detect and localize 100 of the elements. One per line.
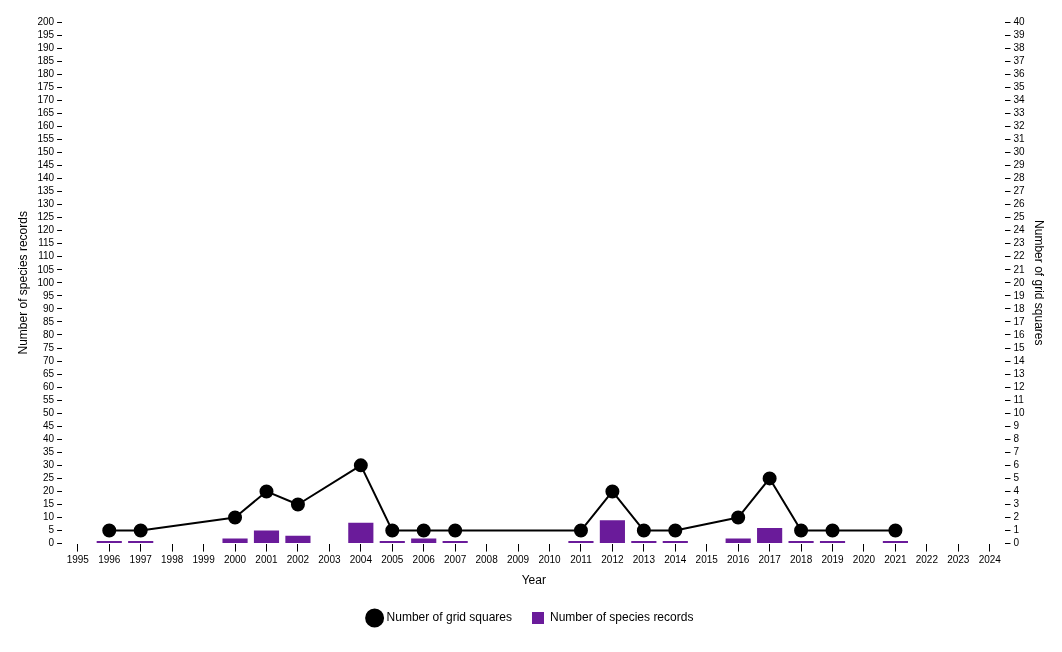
y-tick-label: 145 bbox=[37, 159, 55, 171]
x-tick-label: 2004 bbox=[349, 554, 373, 566]
y2-tick-label: 38 bbox=[1013, 41, 1026, 53]
x-tick-label: 2003 bbox=[318, 554, 341, 566]
y2-tick-label: 7 bbox=[1013, 446, 1020, 458]
y-tick-label: 30 bbox=[42, 459, 55, 471]
point bbox=[353, 458, 368, 473]
x-tick-label: 2024 bbox=[978, 554, 1002, 566]
y-tick-label: 50 bbox=[42, 406, 55, 418]
y2-tick-label: 22 bbox=[1013, 250, 1026, 262]
y2-tick-label: 29 bbox=[1013, 159, 1026, 171]
y2-tick-label: 40 bbox=[1013, 15, 1026, 27]
x-axis-title: Year bbox=[521, 573, 546, 588]
point bbox=[385, 523, 400, 538]
y2-tick-label: 9 bbox=[1013, 419, 1020, 431]
x-tick-label: 2009 bbox=[506, 554, 530, 566]
y2-tick-label: 12 bbox=[1013, 380, 1026, 392]
y2-tick-label: 4 bbox=[1013, 485, 1020, 497]
y-tick-label: 100 bbox=[37, 276, 55, 288]
x-tick-label: 2019 bbox=[821, 554, 845, 566]
y-tick-label: 70 bbox=[42, 354, 55, 366]
y-tick-label: 90 bbox=[42, 302, 55, 314]
y-tick-label: 75 bbox=[42, 341, 55, 353]
point bbox=[636, 523, 651, 538]
x-tick-label: 2011 bbox=[570, 554, 593, 566]
y-tick-label: 105 bbox=[37, 263, 55, 275]
y2-tick-label: 34 bbox=[1013, 93, 1026, 105]
y2-tick-label: 30 bbox=[1013, 146, 1026, 158]
x-tick-label: 1999 bbox=[192, 554, 216, 566]
x-tick-label: 1997 bbox=[129, 554, 153, 566]
point bbox=[731, 510, 746, 525]
y-axis-title: Number of species records bbox=[15, 211, 30, 355]
y-tick-label: 190 bbox=[37, 41, 55, 53]
x-tick-label: 2006 bbox=[412, 554, 436, 566]
point bbox=[133, 523, 148, 538]
y-tick-label: 60 bbox=[42, 380, 55, 392]
point bbox=[605, 484, 620, 499]
y2-tick-label: 19 bbox=[1013, 289, 1026, 301]
y-tick-label: 175 bbox=[37, 80, 55, 92]
y2-tick-label: 31 bbox=[1013, 133, 1026, 145]
y-tick-label: 165 bbox=[37, 107, 55, 119]
y-tick-label: 40 bbox=[42, 433, 55, 445]
y-tick-label: 20 bbox=[42, 485, 55, 497]
y-tick-label: 155 bbox=[37, 133, 55, 145]
y2-tick-label: 10 bbox=[1013, 406, 1026, 418]
x-tick-label: 2000 bbox=[223, 554, 247, 566]
x-tick-label: 1996 bbox=[98, 554, 121, 566]
y2-tick-label: 25 bbox=[1013, 211, 1026, 223]
y-tick-label: 185 bbox=[37, 54, 55, 66]
y2-tick-label: 24 bbox=[1013, 224, 1026, 236]
y-tick-label: 0 bbox=[48, 537, 55, 549]
x-tick-label: 2002 bbox=[286, 554, 310, 566]
x-tick-label: 2008 bbox=[475, 554, 499, 566]
y2-tick-label: 18 bbox=[1013, 302, 1026, 314]
x-tick-label: 1995 bbox=[66, 554, 90, 566]
y2-tick-label: 14 bbox=[1013, 354, 1026, 366]
x-tick-label: 2017 bbox=[758, 554, 782, 566]
x-tick-label: 2013 bbox=[632, 554, 656, 566]
y-tick-label: 95 bbox=[42, 289, 55, 301]
x-tick-label: 1998 bbox=[161, 554, 184, 566]
y-tick-label: 10 bbox=[42, 511, 55, 523]
y-tick-label: 80 bbox=[42, 328, 55, 340]
y2-tick-label: 13 bbox=[1013, 367, 1026, 379]
point bbox=[794, 523, 809, 538]
y-tick-label: 170 bbox=[37, 93, 55, 105]
y2-tick-label: 28 bbox=[1013, 172, 1026, 184]
y2-tick-label: 32 bbox=[1013, 120, 1026, 132]
y2-tick-label: 6 bbox=[1013, 459, 1020, 471]
y2-tick-label: 26 bbox=[1013, 198, 1026, 210]
y-tick-label: 130 bbox=[37, 198, 55, 210]
y-tick-label: 15 bbox=[42, 498, 55, 510]
x-tick-label: 2001 bbox=[255, 554, 279, 566]
x-tick-label: 2020 bbox=[852, 554, 876, 566]
point bbox=[668, 523, 683, 538]
y2-tick-label: 33 bbox=[1013, 107, 1026, 119]
y2-tick-label: 35 bbox=[1013, 80, 1026, 92]
y2-tick-label: 20 bbox=[1013, 276, 1026, 288]
y-tick-label: 160 bbox=[37, 120, 55, 132]
y2-axis-title: Number of grid squares bbox=[1032, 220, 1047, 346]
y2-tick-label: 0 bbox=[1013, 537, 1020, 549]
x-tick-label: 2022 bbox=[915, 554, 939, 566]
y-tick-label: 140 bbox=[37, 172, 55, 184]
y-tick-label: 135 bbox=[37, 185, 55, 197]
y-tick-label: 25 bbox=[42, 472, 55, 484]
point bbox=[825, 523, 840, 538]
y2-tick-label: 27 bbox=[1013, 185, 1026, 197]
y-tick-label: 55 bbox=[42, 393, 55, 405]
y-tick-label: 115 bbox=[38, 237, 55, 249]
y-tick-label: 195 bbox=[37, 28, 55, 40]
x-tick-label: 2007 bbox=[444, 554, 467, 566]
y-tick-label: 45 bbox=[42, 419, 55, 431]
x-tick-label: 2023 bbox=[947, 554, 970, 566]
x-tick-label: 2018 bbox=[789, 554, 813, 566]
point bbox=[102, 523, 117, 538]
point bbox=[888, 523, 903, 538]
x-tick-label: 2005 bbox=[381, 554, 404, 566]
y2-tick-label: 2 bbox=[1013, 511, 1020, 523]
y-tick-label: 5 bbox=[48, 524, 55, 536]
y-tick-label: 120 bbox=[37, 224, 55, 236]
y2-tick-label: 17 bbox=[1013, 315, 1026, 327]
